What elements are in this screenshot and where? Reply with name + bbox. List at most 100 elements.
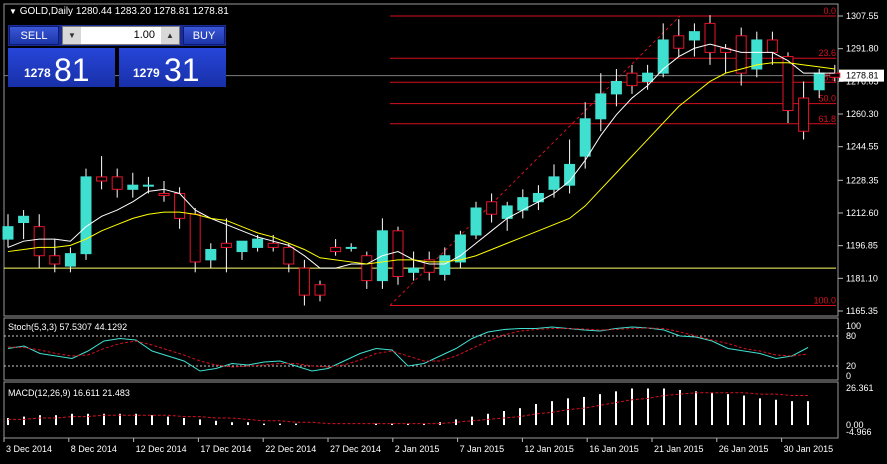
candle-body[interactable]: [470, 207, 482, 236]
macd-label: MACD(12,26,9) 16.611 21.483: [8, 388, 130, 398]
lot-increase-icon[interactable]: ▲: [161, 27, 179, 44]
fib-level-label: 23.6: [818, 48, 836, 58]
date-axis-label: 27 Dec 2014: [330, 444, 381, 454]
price-axis-label: 1244.55: [846, 142, 879, 152]
buy-button[interactable]: BUY: [183, 26, 225, 45]
candle-body[interactable]: [595, 93, 607, 120]
stoch-panel-frame: [3, 317, 839, 381]
fib-level-label: 100.0: [813, 296, 836, 306]
sell-price-prefix: 1278: [24, 66, 51, 80]
candle-body[interactable]: [127, 184, 139, 190]
candle-body[interactable]: [532, 192, 544, 203]
price-axis-label: 1228.35: [846, 175, 879, 185]
stoch-axis-label: 20: [846, 361, 856, 371]
fib-level-label: 0.0: [823, 6, 836, 16]
candle-body[interactable]: [798, 97, 810, 132]
candle-body[interactable]: [813, 72, 825, 91]
date-axis-label: 7 Jan 2015: [460, 444, 505, 454]
candle-body[interactable]: [751, 39, 763, 70]
candle-body[interactable]: [642, 72, 654, 82]
candle-body[interactable]: [345, 246, 357, 249]
sell-price-pips: 81: [54, 52, 90, 88]
candle-body[interactable]: [330, 246, 342, 253]
candle-body[interactable]: [18, 215, 30, 224]
fib-level-label: 61.8: [818, 114, 836, 124]
candle-body[interactable]: [111, 176, 123, 190]
main-chart-frame: [3, 3, 839, 317]
date-axis-label: 17 Dec 2014: [200, 444, 251, 454]
candle-body[interactable]: [142, 184, 154, 187]
candle-body[interactable]: [610, 80, 622, 95]
date-axis-label: 8 Dec 2014: [71, 444, 117, 454]
candle-body[interactable]: [158, 192, 170, 197]
candle-body[interactable]: [96, 176, 108, 182]
candle-body[interactable]: [49, 255, 61, 265]
date-axis-label: 30 Jan 2015: [784, 444, 834, 454]
moving-average-slow-line: [7, 62, 835, 265]
candle-body[interactable]: [673, 35, 685, 49]
current-price-tag: [839, 69, 884, 82]
candle-body[interactable]: [267, 242, 279, 248]
candle-body[interactable]: [439, 255, 451, 275]
lot-decrease-icon[interactable]: ▼: [63, 27, 81, 44]
candle-body[interactable]: [33, 226, 45, 257]
candle-body[interactable]: [298, 267, 310, 296]
date-axis-label: 26 Jan 2015: [719, 444, 769, 454]
stoch-main-line: [7, 326, 809, 372]
candle-body[interactable]: [829, 72, 841, 78]
candle-body[interactable]: [283, 246, 295, 265]
one-click-trading-panel: SELL ▼ 1.00 ▲ BUY 1278 81 1279 31: [8, 25, 226, 87]
chart-title-text: GOLD,Daily 1280.44 1283.20 1278.81 1278.…: [19, 6, 229, 17]
candle-body[interactable]: [766, 39, 778, 53]
candle-body[interactable]: [64, 253, 76, 267]
candle-body[interactable]: [236, 240, 248, 253]
price-axis-label: 1165.35: [846, 306, 878, 316]
candle-body[interactable]: [704, 22, 716, 53]
stoch-axis-label: 80: [846, 331, 856, 341]
candle-body[interactable]: [392, 230, 404, 277]
lot-size-value[interactable]: 1.00: [133, 29, 155, 41]
candle-body[interactable]: [735, 35, 747, 74]
candle-body[interactable]: [80, 176, 92, 255]
date-axis-label: 12 Jan 2015: [524, 444, 574, 454]
buy-price-button[interactable]: 1279 31: [119, 48, 226, 87]
sell-button[interactable]: SELL: [9, 26, 59, 45]
candle-body[interactable]: [564, 163, 576, 186]
date-axis-label: 2 Jan 2015: [395, 444, 440, 454]
candle-body[interactable]: [486, 201, 498, 215]
candle-body[interactable]: [423, 259, 435, 273]
collapse-triangle-icon[interactable]: ▼: [9, 7, 17, 16]
macd-signal-line: [8, 392, 808, 425]
date-axis-label: 16 Jan 2015: [589, 444, 639, 454]
candle-body[interactable]: [548, 176, 560, 190]
candle-body[interactable]: [189, 213, 201, 263]
candle-body[interactable]: [408, 267, 420, 273]
macd-axis-label: 0.00: [846, 420, 864, 430]
candle-body[interactable]: [361, 255, 373, 282]
fib-level-label: 38.2: [818, 72, 836, 82]
price-axis-label: 1212.60: [846, 208, 879, 218]
candle-body[interactable]: [782, 56, 794, 111]
candle-body[interactable]: [579, 118, 591, 157]
candle-body[interactable]: [2, 226, 14, 240]
candle-body[interactable]: [205, 248, 217, 261]
candle-body[interactable]: [454, 234, 466, 263]
candle-body[interactable]: [688, 31, 700, 41]
candle-body[interactable]: [252, 238, 264, 248]
lot-size-field[interactable]: ▼ 1.00 ▲: [62, 26, 180, 45]
fib-trendline: [389, 15, 681, 306]
candle-body[interactable]: [220, 242, 232, 248]
sell-price-button[interactable]: 1278 81: [8, 48, 115, 87]
buy-price-pips: 31: [164, 52, 200, 88]
candle-body[interactable]: [626, 72, 638, 87]
stoch-signal-line: [7, 327, 809, 368]
chart-title: ▼ GOLD,Daily 1280.44 1283.20 1278.81 127…: [9, 6, 229, 17]
price-axis-label: 1291.80: [846, 44, 879, 54]
trade-panel-header: SELL ▼ 1.00 ▲ BUY: [8, 25, 226, 46]
stoch-label: Stoch(5,3,3) 57.5307 44.1292: [8, 322, 127, 332]
candle-body[interactable]: [314, 284, 326, 296]
macd-axis-label: 26.361: [846, 383, 874, 393]
candle-body[interactable]: [657, 39, 669, 74]
